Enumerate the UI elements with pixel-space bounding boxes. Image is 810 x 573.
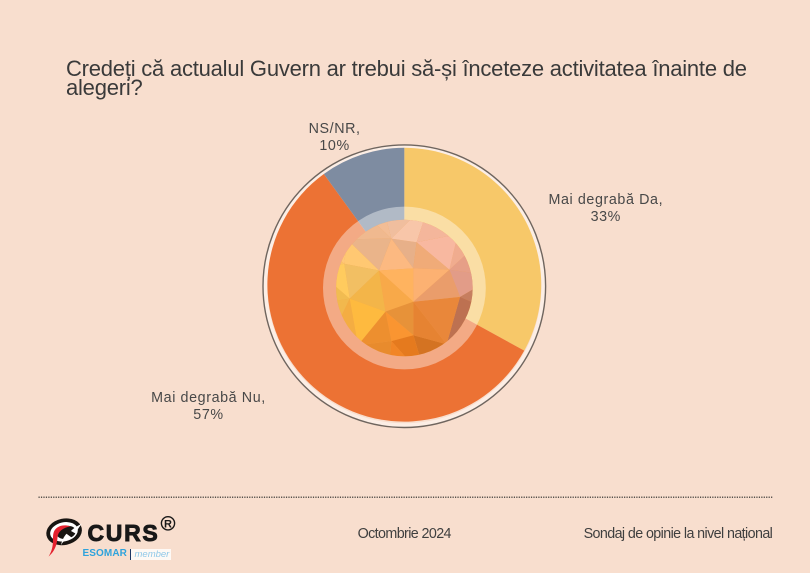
svg-text:R: R	[164, 518, 172, 530]
